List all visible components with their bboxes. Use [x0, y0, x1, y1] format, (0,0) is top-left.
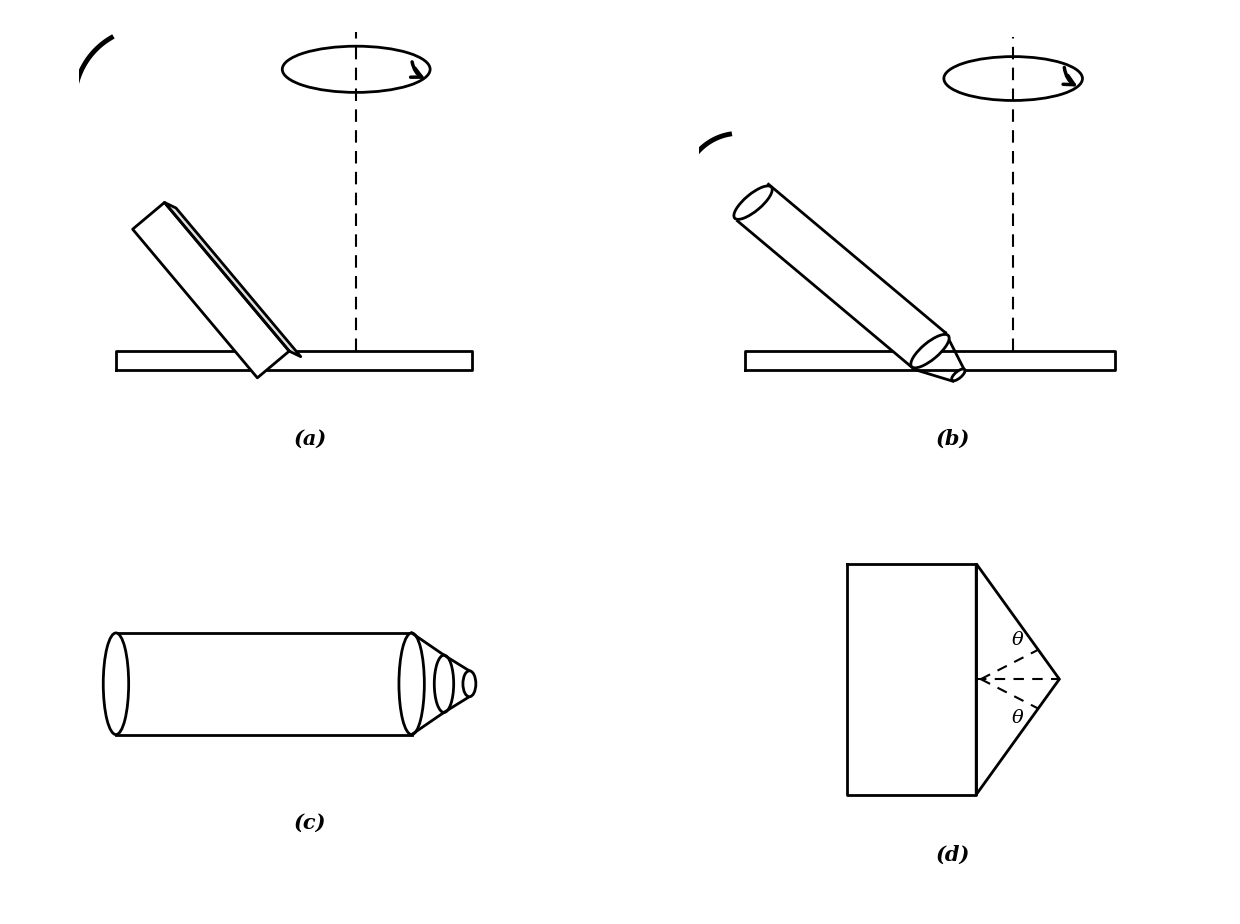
Text: (c): (c) — [294, 812, 326, 833]
Polygon shape — [745, 351, 1115, 370]
Text: (d): (d) — [936, 845, 970, 865]
Polygon shape — [117, 633, 412, 735]
Polygon shape — [117, 351, 471, 370]
Polygon shape — [444, 655, 470, 712]
Polygon shape — [847, 564, 976, 795]
Ellipse shape — [399, 633, 424, 735]
Ellipse shape — [734, 186, 773, 219]
Ellipse shape — [911, 334, 949, 368]
Text: (b): (b) — [936, 429, 970, 449]
Polygon shape — [133, 202, 289, 378]
Ellipse shape — [463, 671, 476, 697]
Ellipse shape — [434, 655, 454, 712]
Text: (a): (a) — [294, 429, 326, 449]
Polygon shape — [412, 633, 444, 735]
Polygon shape — [165, 202, 301, 357]
Text: θ: θ — [1012, 631, 1024, 649]
Polygon shape — [738, 184, 945, 370]
Polygon shape — [976, 564, 1059, 795]
Ellipse shape — [951, 369, 965, 381]
Text: θ: θ — [1012, 710, 1024, 727]
Ellipse shape — [103, 633, 129, 735]
